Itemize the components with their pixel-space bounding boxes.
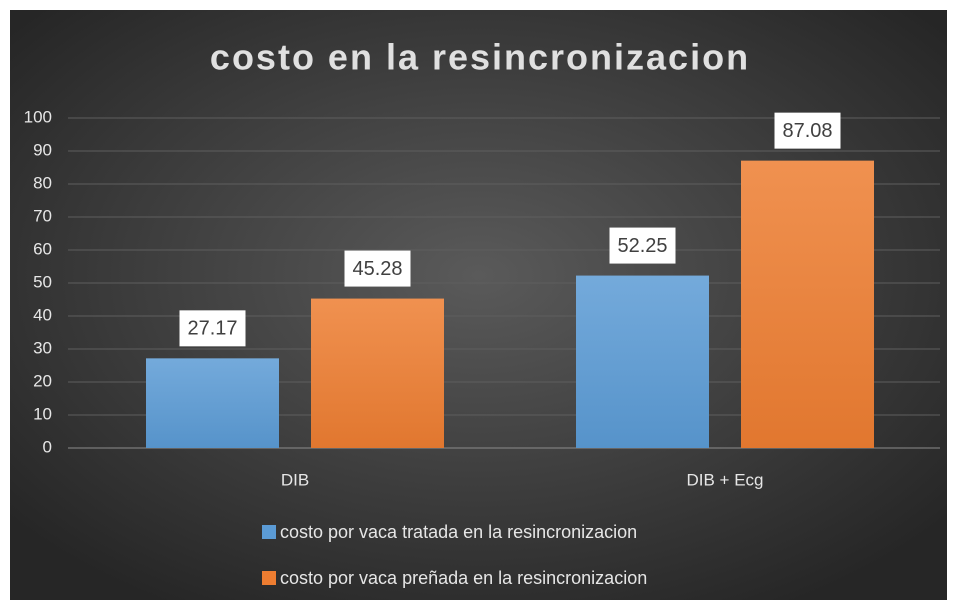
value-label: 87.08 [782,120,832,142]
value-label-box [774,112,841,149]
y-tick-label: 90 [33,140,52,159]
value-label: 52.25 [617,235,667,257]
y-tick-label: 0 [43,437,52,456]
legend-swatch [262,571,276,585]
value-label: 45.28 [352,258,402,280]
value-label-box [344,250,411,287]
value-label: 27.17 [187,318,237,340]
x-tick-label: DIB [281,470,309,489]
y-tick-label: 80 [33,173,52,192]
y-tick-label: 30 [33,338,52,357]
y-tick-label: 10 [33,404,52,423]
y-tick-label: 70 [33,206,52,225]
legend-swatch [262,525,276,539]
legend-label: costo por vaca tratada en la resincroniz… [280,522,637,542]
bar [311,298,444,448]
y-tick-label: 40 [33,305,52,324]
y-tick-label: 20 [33,371,52,390]
y-tick-label: 50 [33,272,52,291]
y-tick-label: 60 [33,239,52,258]
bar [576,275,709,448]
value-label-box [609,227,676,264]
x-tick-label: DIB + Ecg [686,470,763,489]
chart-title: costo en la resincronizacion [210,37,750,78]
bar [741,160,874,449]
legend-label: costo por vaca preñada en la resincroniz… [280,568,647,588]
y-tick-label: 100 [24,107,52,126]
value-label-box [179,310,246,347]
bar [146,358,279,448]
